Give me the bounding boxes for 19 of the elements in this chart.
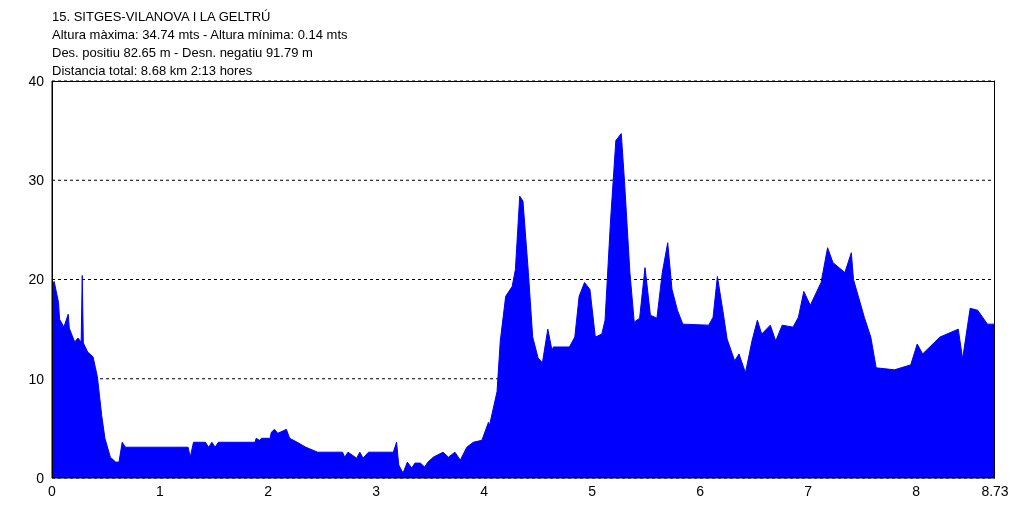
y-tick-label: 40: [28, 72, 45, 89]
text: Des. positiu 82.65 m - Desn. negatiu 91.79 m: [52, 44, 314, 62]
chart-title: 15. SITGES-VILANOVA I LA GELTRÚ: [52, 8, 272, 26]
y-tick-label: 0: [36, 469, 45, 486]
x-tick-label: 2: [264, 482, 273, 499]
x-tick-label: 5: [588, 482, 597, 499]
x-tick-label: 1: [156, 482, 165, 499]
x-tick-label: 6: [696, 482, 705, 499]
x-tick-label: 4: [480, 482, 489, 499]
x-tick-label: 8.73: [981, 482, 1009, 499]
y-tick-label: 10: [28, 370, 45, 387]
x-tick-label: 7: [804, 482, 813, 499]
text: Altura màxima: 34.74 mts - Altura mínima: 0.14 mts: [52, 26, 348, 44]
x-tick-label: 0: [48, 482, 57, 499]
x-tick-label: 8: [912, 482, 921, 499]
y-tick-label: 20: [28, 271, 45, 288]
text: Distancia total: 8.68 km 2:13 hores: [52, 62, 254, 80]
x-tick-label: 3: [372, 482, 381, 499]
y-tick-label: 30: [28, 172, 45, 189]
